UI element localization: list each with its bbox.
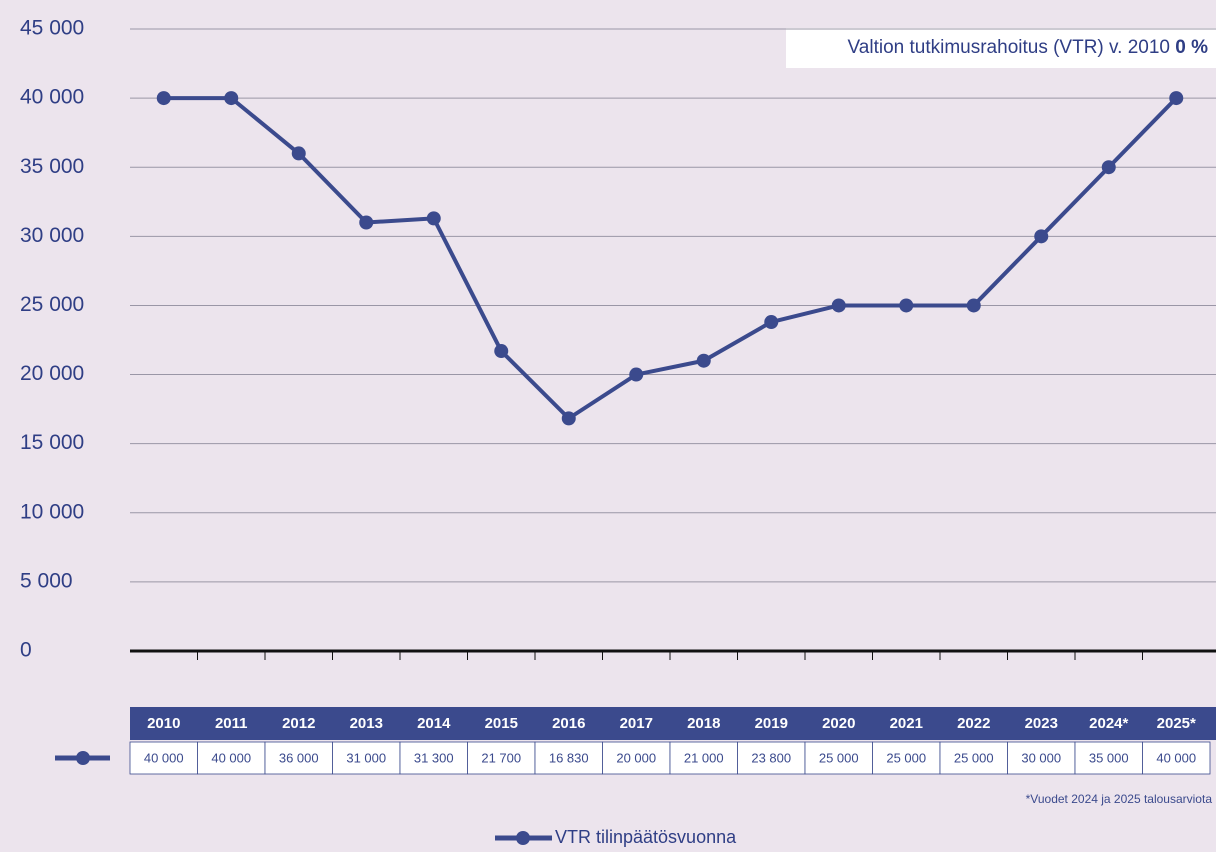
point — [156, 91, 171, 106]
point — [899, 298, 914, 313]
table-cell — [737, 741, 806, 775]
value-label: 21 000 — [684, 750, 724, 765]
table-cell — [1074, 741, 1143, 775]
x-tick-label: 2023 — [1025, 715, 1058, 732]
legend-label: VTR tilinpäätösvuonna — [555, 827, 737, 847]
x-tick-label: 2018 — [687, 715, 720, 732]
table-cell — [129, 741, 198, 775]
x-tick-label: 2013 — [350, 715, 383, 732]
point — [494, 344, 509, 359]
value-label: 40 000 — [144, 750, 184, 765]
line — [163, 96, 1178, 421]
y-tick-label: 5 000 — [20, 569, 73, 592]
x-tick-label: 2016 — [552, 715, 585, 732]
point — [764, 315, 779, 330]
value-label: 25 000 — [819, 750, 859, 765]
x-tick-label: 2022 — [957, 715, 990, 732]
point — [629, 367, 644, 382]
value-label: 16 830 — [549, 750, 589, 765]
y-tick-label: 40 000 — [20, 86, 84, 109]
value-label: 35 000 — [1089, 750, 1129, 765]
point — [291, 146, 306, 161]
value-label: 31 300 — [414, 750, 454, 765]
value-label: 25 000 — [886, 750, 926, 765]
value-label: 40 000 — [211, 750, 251, 765]
table-cell — [669, 741, 738, 775]
point — [1101, 160, 1116, 175]
value-label: 23 800 — [751, 750, 791, 765]
point — [696, 353, 711, 368]
x-tick-label: 2010 — [147, 715, 180, 732]
y-tick-label: 15 000 — [20, 431, 84, 454]
value-label: 21 700 — [481, 750, 521, 765]
table-cell — [399, 741, 468, 775]
x-tick-label: 2015 — [485, 715, 518, 732]
table-cell — [197, 741, 266, 775]
x-tick-label: 2017 — [620, 715, 653, 732]
y-tick-label: 35 000 — [20, 155, 84, 178]
table-cell — [534, 741, 603, 775]
point — [966, 298, 981, 313]
title-box — [786, 28, 1216, 68]
table-cell — [332, 741, 401, 775]
y-tick-label: 20 000 — [20, 362, 84, 385]
x-tick-label: 2020 — [822, 715, 855, 732]
point — [831, 298, 846, 313]
x-tick-label: 2014 — [417, 715, 451, 732]
footnote: *Vuodet 2024 ja 2025 talousarviota — [1026, 792, 1213, 806]
table-cell — [872, 741, 941, 775]
table-cell — [804, 741, 873, 775]
x-tick-label: 2012 — [282, 715, 315, 732]
point — [359, 215, 374, 230]
point — [1169, 91, 1184, 106]
value-label: 36 000 — [279, 750, 319, 765]
point — [426, 211, 441, 226]
y-tick-label: 0 — [20, 639, 32, 662]
x-tick-label: 2011 — [215, 715, 248, 732]
chart-title: Valtion tutkimusrahoitus (VTR) v. 2010 0… — [848, 37, 1209, 58]
y-tick-label: 45 000 — [20, 17, 84, 40]
point — [1034, 229, 1049, 244]
table-cell — [1142, 741, 1211, 775]
legend-dot — [516, 831, 530, 845]
x-tick-label: 2025* — [1157, 715, 1196, 732]
title-text: Valtion tutkimusrahoitus (VTR) v. 2010 — [848, 37, 1170, 58]
x-tick-label: 2024* — [1089, 715, 1128, 732]
point — [224, 91, 239, 106]
table-legend-dot — [76, 751, 90, 765]
title-emphasis: 0 % — [1175, 37, 1208, 58]
table-cell — [939, 741, 1008, 775]
value-label: 20 000 — [616, 750, 656, 765]
value-label: 25 000 — [954, 750, 994, 765]
value-label: 30 000 — [1021, 750, 1061, 765]
point — [561, 411, 576, 426]
y-tick-label: 10 000 — [20, 500, 84, 523]
table-cell — [264, 741, 333, 775]
y-tick-label: 25 000 — [20, 293, 84, 316]
value-label: 31 000 — [346, 750, 386, 765]
x-tick-label: 2021 — [890, 715, 923, 732]
table-header — [130, 707, 1216, 740]
y-tick-label: 30 000 — [20, 224, 84, 247]
value-label: 40 000 — [1156, 750, 1196, 765]
x-tick-label: 2019 — [755, 715, 788, 732]
